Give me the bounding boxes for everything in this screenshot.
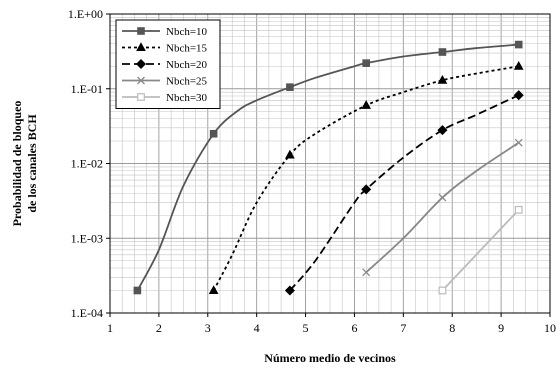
legend-box [115,19,221,109]
data-point-triangle [437,75,448,84]
x-tick-label: 9 [498,321,504,335]
legend-entry: Nbch=30 [122,92,208,104]
tick-layer: 1 2 3 4 5 6 7 8 9 10 1.E-04 1.E-03 1.E-02 1.E-01 1.E+0… [68,7,556,335]
data-point-diamond [437,125,448,136]
data-point-x [438,193,447,202]
legend-entry: Nbch=10 [122,26,208,38]
series-nbch-15 [208,61,524,294]
data-point-square [137,27,145,35]
data-point-x [137,76,145,85]
x-tick-label: 2 [156,321,162,335]
data-point-triangle [208,285,219,294]
series-line [212,65,519,291]
x-tick-label: 3 [205,321,211,335]
x-tick-label: 1 [107,321,113,335]
x-tick-label: 5 [303,321,309,335]
y-axis-title-line-1: Probabilidad de bloqueo [10,101,24,227]
y-tick-label: 1.E-01 [71,82,103,96]
legend-label: Nbch=30 [166,92,208,104]
series-line [289,94,520,292]
x-tick-label: 6 [351,321,357,335]
legend: Nbch=10 Nbch=15 Nbch=20 Nbch=25 Nbch=30 [115,19,221,109]
series-nbch-25 [362,138,523,277]
data-point-square [362,59,370,67]
data-point-square [133,286,142,295]
data-point-square [514,40,523,49]
data-point-square [209,129,218,138]
data-point-open-square [514,205,523,214]
legend-label: Nbch=25 [166,76,208,88]
data-point-square [286,83,294,91]
x-tick-label: 10 [544,321,556,335]
legend-entry: Nbch=20 [122,58,208,71]
data-point-triangle [361,100,372,109]
series-layer [133,40,524,296]
data-point-x [514,138,523,147]
series-nbch-20 [284,90,524,296]
y-tick-label: 1.E-03 [71,231,103,245]
legend-label: Nbch=15 [166,43,208,55]
data-point-triangle [513,61,524,70]
data-point-triangle [285,149,295,159]
y-tick-label: 1.E+00 [68,7,103,21]
y-tick-label: 1.E-02 [71,157,103,171]
series-line [441,209,520,292]
y-axis-title-line-2: de los canales BCH [25,114,39,213]
x-tick-label: 7 [400,321,406,335]
data-point-open-square [438,286,447,295]
legend-label: Nbch=20 [166,59,208,71]
series-nbch-10 [133,40,523,295]
series-nbch-30 [438,205,523,295]
legend-label: Nbch=10 [166,26,208,38]
legend-entry: Nbch=25 [122,76,208,88]
data-point-square [438,48,447,56]
data-point-x [362,268,371,277]
data-point-diamond [135,58,147,70]
series-line [136,43,519,291]
data-point-diamond [284,285,295,296]
data-point-triangle [136,42,146,51]
legend-entry: Nbch=15 [122,42,208,55]
y-tick-label: 1.E-04 [71,306,103,320]
x-tick-label: 4 [254,321,260,335]
data-point-diamond [513,90,524,101]
data-point-diamond [361,184,372,195]
data-point-open-square [137,93,145,101]
x-tick-label: 8 [449,321,455,335]
x-axis-title: Número medio de vecinos [264,351,396,365]
